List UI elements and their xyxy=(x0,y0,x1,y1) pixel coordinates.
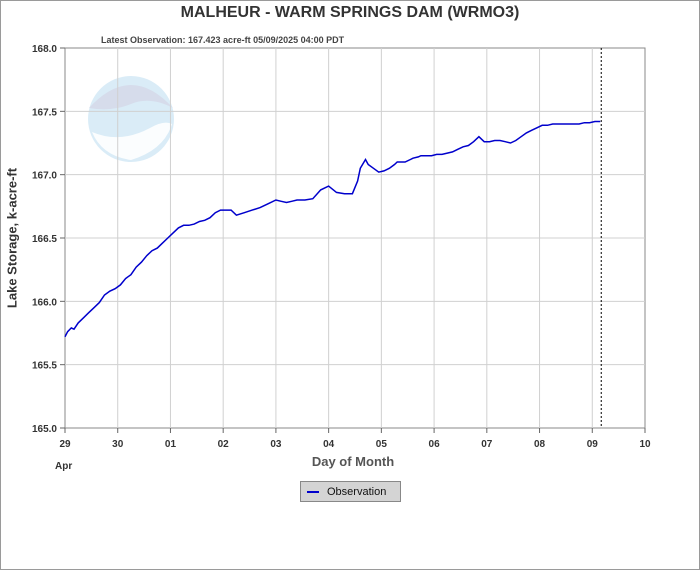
series-observation-line xyxy=(64,120,601,338)
x-tick-label: 06 xyxy=(429,439,441,450)
x-tick-label: 30 xyxy=(112,439,124,450)
chart-title: MALHEUR - WARM SPRINGS DAM (WRMO3) xyxy=(180,4,520,21)
y-tick-label: 167.0 xyxy=(32,171,57,182)
x-tick-label: 09 xyxy=(587,439,599,450)
legend-swatch-observation xyxy=(307,490,319,493)
x-axis-month-label: Apr xyxy=(55,461,73,472)
grid-lines xyxy=(65,48,645,428)
x-tick-label: 07 xyxy=(481,439,493,450)
x-tick-label: 02 xyxy=(218,439,230,450)
y-axis-ticks: 165.0 165.5 166.0 166.5 167.0 167.5 168.0 xyxy=(32,44,65,435)
y-tick-label: 167.5 xyxy=(32,107,57,118)
y-tick-label: 165.5 xyxy=(32,361,57,372)
noaa-logo-watermark xyxy=(88,76,174,162)
y-tick-label: 166.5 xyxy=(32,234,57,245)
y-tick-label: 165.0 xyxy=(32,424,57,435)
y-axis-label: Lake Storage, k-acre-ft xyxy=(4,167,20,309)
latest-observation-text: Latest Observation: 167.423 acre-ft 05/0… xyxy=(101,35,345,45)
y-tick-label: 166.0 xyxy=(32,297,57,308)
x-axis-ticks: 29 30 01 02 03 04 05 06 07 08 09 10 xyxy=(59,428,651,450)
x-tick-label: 03 xyxy=(270,439,282,450)
y-tick-label: 168.0 xyxy=(32,44,57,55)
x-tick-label: 08 xyxy=(534,439,546,450)
x-axis-label: Day of Month xyxy=(311,454,395,469)
x-tick-label: 05 xyxy=(376,439,388,450)
legend: Observation xyxy=(300,481,401,502)
legend-label-observation: Observation xyxy=(327,485,387,498)
x-tick-label: 10 xyxy=(639,439,651,450)
x-tick-label: 29 xyxy=(59,439,71,450)
x-tick-label: 01 xyxy=(165,439,177,450)
x-tick-label: 04 xyxy=(323,439,335,450)
